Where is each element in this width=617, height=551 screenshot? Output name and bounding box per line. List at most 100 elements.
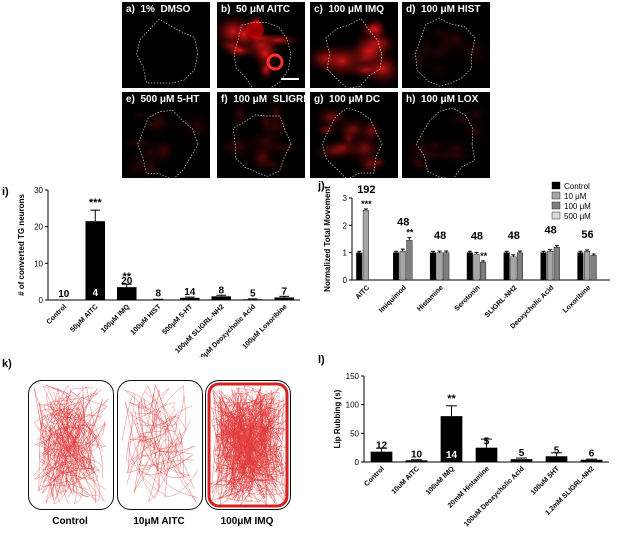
significance-label: *** — [89, 197, 103, 209]
y-axis-label: # of converted TG neurons — [17, 194, 26, 296]
x-tick-label: AITC — [355, 284, 372, 301]
y-axis-label: Normalized Total Movement — [323, 186, 332, 292]
bar — [480, 262, 487, 281]
n-label: 14 — [184, 287, 196, 298]
legend-swatch — [551, 181, 561, 190]
micrograph-b: b) 50 μM AITC — [217, 2, 305, 88]
x-tick-label: 50μM AITC — [69, 303, 99, 333]
bar — [399, 251, 406, 281]
micrograph-label: b) 50 μM AITC — [221, 4, 291, 15]
x-tick-label: 10uM AITC — [391, 465, 421, 495]
bar — [584, 251, 591, 281]
bar — [211, 296, 232, 300]
n-label: 48 — [508, 230, 520, 242]
micrograph-g: g) 100 μM DC — [310, 92, 398, 178]
n-label: 5 — [484, 437, 490, 448]
trajectory-caption: Control — [52, 516, 88, 527]
bar — [545, 456, 568, 462]
bar — [580, 459, 603, 462]
x-tick-label: 100uM IMQ — [425, 465, 456, 496]
bar — [179, 297, 200, 300]
legend-entry: 10 μM — [564, 192, 587, 201]
micrograph-image — [310, 104, 389, 178]
n-label: 5 — [519, 448, 525, 459]
n-label: 14 — [446, 450, 458, 461]
x-tick-label: 100uM Deoxycholic Acid — [463, 465, 526, 528]
bar — [362, 210, 369, 281]
n-label: 48 — [545, 225, 557, 237]
bar — [510, 256, 517, 281]
micrograph-d: d) 100 μM HIST — [402, 2, 490, 88]
bar — [443, 252, 450, 281]
x-tick-label: 100μM IMQ — [100, 303, 131, 334]
x-tick-label: Control — [363, 465, 386, 488]
x-tick-label: Control — [46, 303, 69, 326]
bar — [405, 460, 428, 462]
micrograph-label: e) 500 μM 5-HT — [126, 94, 200, 105]
n-label: 48 — [471, 230, 483, 242]
bar — [429, 252, 436, 281]
trajectory-caption: 100μM IMQ — [220, 516, 274, 527]
legend-entry: 500 μM — [564, 212, 591, 221]
x-tick-label: 100μM HIST — [130, 303, 164, 337]
y-tick-label: 30 — [34, 186, 43, 195]
n-label: 7 — [281, 286, 287, 297]
y-tick-label: 150 — [346, 372, 360, 381]
y-tick-label: 2 — [343, 221, 348, 230]
micrograph-f: f) 100 μM SLIGRL — [217, 92, 305, 178]
micrograph-image — [217, 93, 305, 177]
micrograph-image — [404, 18, 490, 87]
micrograph-h: h) 100 μM LOX — [402, 92, 490, 178]
legend-swatch — [551, 201, 561, 210]
scale-bar — [281, 78, 299, 80]
y-tick-label: 0 — [355, 458, 360, 467]
bar — [516, 252, 523, 281]
x-tick-label: 500μM 5-HT — [161, 303, 194, 336]
bar — [510, 459, 533, 462]
y-tick-label: 0 — [343, 276, 348, 285]
micrograph-e: e) 500 μM 5-HT — [122, 92, 210, 178]
n-label: 56 — [581, 229, 593, 241]
x-tick-label: Serotonin — [454, 284, 482, 312]
bar — [553, 246, 560, 281]
micrograph-label: f) 100 μM SLIGRL — [221, 94, 305, 105]
trajectory-1 — [28, 380, 114, 510]
significance-label: ** — [480, 251, 488, 261]
n-label: 48 — [397, 217, 409, 229]
trajectory-caption: 10μM AITC — [133, 516, 185, 527]
y-tick-label: 10 — [34, 259, 43, 268]
bar — [356, 252, 363, 281]
y-tick-label: 1 — [343, 249, 348, 258]
bar — [577, 252, 584, 281]
y-tick-label: 50 — [350, 429, 359, 438]
micrograph-label: g) 100 μM DC — [314, 94, 381, 105]
chart-normalized-movement: 0 1 2 3 Normalized Total Movement *** 192 AITC *… — [323, 181, 610, 330]
bar — [242, 299, 263, 300]
x-tick-label: Histamine — [416, 284, 445, 313]
n-label: 10 — [58, 289, 70, 300]
y-tick-label: 20 — [34, 223, 43, 232]
micrograph-image — [310, 15, 398, 88]
trajectory-3 — [205, 380, 291, 510]
significance-label: ** — [447, 393, 456, 405]
panel-label-k: k) — [2, 358, 12, 370]
micrograph-image — [126, 14, 210, 84]
n-label: 12 — [376, 441, 388, 452]
bar — [547, 251, 554, 281]
legend-entry: 100 μM — [564, 202, 591, 211]
panel-label-j: j) — [318, 180, 325, 192]
bar — [466, 252, 473, 281]
significance-label: ** — [122, 271, 131, 283]
bar — [85, 221, 106, 300]
bar — [475, 447, 498, 462]
legend-swatch — [551, 191, 561, 200]
n-label: 5 — [250, 288, 256, 299]
y-tick-label: 3 — [343, 194, 348, 203]
bar — [370, 451, 393, 462]
bar — [440, 416, 463, 462]
bar — [540, 252, 547, 281]
n-label: 20 — [121, 276, 133, 287]
x-tick-label: SLIGRL-NH2 — [484, 284, 519, 319]
n-label: 4 — [92, 288, 98, 299]
bar — [406, 240, 413, 281]
